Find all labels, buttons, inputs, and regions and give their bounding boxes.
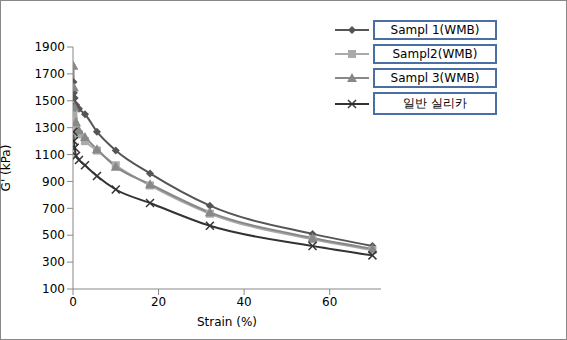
svg-text:300: 300 — [42, 255, 65, 269]
html-text:Sampl 1(WMB): Sampl 1(WMB) — [390, 23, 480, 37]
svg-text:1700: 1700 — [34, 67, 65, 81]
svg-text:1900: 1900 — [34, 40, 65, 54]
svg-text:700: 700 — [42, 202, 65, 216]
svg-text:0: 0 — [69, 295, 77, 309]
svg-text:Strain (%): Strain (%) — [197, 315, 257, 329]
svg-text:900: 900 — [42, 175, 65, 189]
svg-text:1300: 1300 — [34, 121, 65, 135]
svg-text:20: 20 — [151, 295, 166, 309]
svg-text:40: 40 — [236, 295, 251, 309]
svg-text:100: 100 — [42, 282, 65, 296]
svg-text:G' (kPa): G' (kPa) — [0, 145, 13, 192]
svg-text:1500: 1500 — [34, 94, 65, 108]
html-text:Sampl2(WMB): Sampl2(WMB) — [392, 47, 478, 61]
svg-text:60: 60 — [322, 295, 337, 309]
svg-text:1100: 1100 — [34, 148, 65, 162]
html-text:Sampl 3(WMB): Sampl 3(WMB) — [390, 71, 480, 85]
html-text:일반 실리카: 일반 실리카 — [403, 96, 467, 110]
svg-text:500: 500 — [42, 228, 65, 242]
